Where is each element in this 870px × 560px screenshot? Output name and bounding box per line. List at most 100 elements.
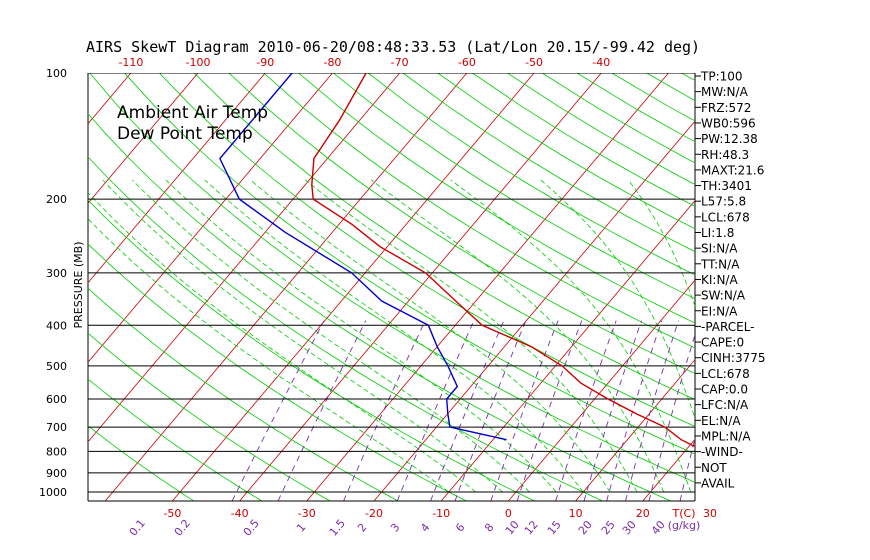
mixing-ratio-tick-label: 15 — [545, 518, 564, 537]
bottom-temp-tick-label: 30 — [703, 507, 717, 520]
isobar-lines — [88, 73, 695, 493]
top-temp-tick-label: -80 — [323, 56, 341, 69]
mixing-ratio-tick-label: 20 — [576, 518, 595, 537]
isotherm-line — [239, 73, 602, 501]
pressure-tick-label: 200 — [46, 193, 67, 206]
mixing-ratio-tick-label: 2 — [355, 521, 369, 535]
mixing-ratio-tick-label: 40 — [649, 518, 668, 537]
sidebar-index: TH:3401 — [700, 179, 752, 193]
sidebar-index: CINH:3775 — [701, 351, 766, 365]
moist-adiabat-line — [204, 179, 584, 493]
mixing-ratio-unit-label: (g/kg) — [668, 519, 701, 532]
mixing-ratio-line — [758, 321, 796, 501]
mixing-ratio-line — [277, 320, 367, 501]
isotherm-line — [306, 73, 669, 501]
top-temp-tick-label: -90 — [256, 56, 274, 69]
moist-adiabat-line — [88, 218, 450, 493]
sidebar-index: LCL:678 — [701, 367, 750, 381]
pressure-tick-label: 600 — [46, 393, 67, 406]
mixing-ratio-tick-label: 1.5 — [327, 517, 348, 539]
moist-adiabat-line — [540, 179, 695, 420]
mixing-ratio-line — [606, 320, 663, 501]
moist-adiabat-line — [305, 179, 638, 493]
mixing-ratio-tick-label: 10 — [503, 518, 522, 537]
bottom-temp-tick-label: 10 — [569, 507, 583, 520]
mixing-ratio-line — [396, 320, 475, 501]
bottom-temp-tick-label: -30 — [298, 507, 316, 520]
sounding-profiles — [219, 73, 695, 448]
isotherm-line — [171, 73, 535, 501]
isotherm-lines — [88, 63, 870, 532]
sidebar-index: MAXT:21.6 — [701, 163, 764, 177]
sidebar-index: LCL:678 — [701, 210, 750, 224]
dry-adiabat-line — [437, 73, 695, 230]
moist-adiabat-line — [165, 179, 557, 493]
sidebar-index: MPL:N/A — [701, 429, 751, 443]
mixing-ratio-tick-label: 12 — [522, 518, 541, 537]
dry-adiabat-line — [88, 425, 195, 501]
sidebar-index: TP:100 — [700, 70, 743, 84]
isotherm-line — [642, 438, 695, 501]
mixing-ratio-line — [648, 333, 695, 501]
mixing-ratio-line — [625, 320, 679, 501]
mixing-ratio-line — [490, 320, 559, 501]
isotherm-line — [88, 73, 333, 363]
y-axis-label: PRESSURE (MB) — [72, 242, 85, 329]
sidebar-index: FRZ:572 — [701, 101, 751, 115]
dry-adiabat-line — [402, 73, 695, 253]
isotherm-line — [440, 200, 695, 501]
sidebar-index: RH:48.3 — [701, 148, 749, 162]
dry-adiabat-line — [159, 73, 695, 427]
isotherm-line — [88, 73, 266, 284]
moist-adiabat-line — [450, 179, 692, 493]
sidebar-index: NOT — [701, 461, 727, 475]
chart-title: AIRS SkewT Diagram 2010-06-20/08:48:33.5… — [86, 38, 700, 56]
sidebar-index: KI:N/A — [701, 273, 738, 287]
sidebar-index: CAP:0.0 — [701, 383, 748, 397]
mixing-ratio-line — [343, 320, 426, 501]
sidebar-index: TT:N/A — [700, 257, 740, 271]
mixing-ratio-line — [516, 320, 583, 501]
legend-air-temp: Ambient Air Temp — [117, 103, 268, 123]
mixing-ratio-tick-label: 1 — [294, 521, 308, 535]
bottom-temp-axis-label: T(C) — [672, 507, 696, 520]
top-temperature-ticks: -110 -100 -90 -80 -70 -60 -50 -40 — [118, 56, 610, 69]
moist-adiabat-line — [371, 179, 665, 493]
top-temp-tick-label: -40 — [592, 56, 610, 69]
pressure-tick-label: 500 — [46, 360, 67, 373]
mixing-ratio-tick-label: 30 — [620, 518, 639, 537]
isotherm-line — [575, 359, 695, 501]
dew-point-profile — [219, 73, 507, 441]
mixing-ratio-line — [231, 320, 325, 501]
moist-adiabat-line — [627, 179, 695, 308]
mixing-ratio-line — [583, 320, 642, 501]
mixing-ratio-line — [555, 320, 617, 501]
pressure-tick-label: 100 — [46, 67, 67, 80]
top-temp-tick-label: -60 — [458, 56, 476, 69]
top-temp-tick-label: -100 — [186, 56, 211, 69]
top-temp-tick-label: -110 — [118, 56, 143, 69]
moist-adiabat-line — [250, 179, 611, 493]
sidebar-index: L57:5.8 — [701, 195, 746, 209]
sidebar-index: SI:N/A — [701, 242, 738, 256]
mixing-ratio-tick-label: 0.1 — [127, 517, 148, 539]
moist-adiabat-line — [102, 179, 503, 493]
plot-area — [88, 63, 870, 532]
mixing-ratio-tick-label: 0.5 — [241, 517, 262, 539]
sidebar-index: LFC:N/A — [701, 398, 749, 412]
pressure-tick-label: 700 — [46, 421, 67, 434]
pressure-tick-label: 300 — [46, 267, 67, 280]
moist-adiabat-lines — [88, 179, 695, 493]
sidebar-index: SW:N/A — [701, 289, 746, 303]
bottom-temp-tick-label: 20 — [636, 507, 650, 520]
mixing-ratio-ticks: 0.1 0.2 0.5 1 1.5 2 3 4 6 8 10 12 15 20 25 30 40 (g/kg) — [127, 517, 701, 539]
isotherm-line — [507, 279, 695, 501]
dry-adiabat-line — [367, 73, 695, 276]
isotherm-line — [751, 63, 870, 532]
dry-adiabat-line — [298, 73, 695, 324]
pressure-axis: 100 200 300 400 500 600 700 800 900 1000 — [39, 67, 696, 501]
moist-adiabat-line — [132, 179, 530, 493]
bottom-temp-tick-label: -20 — [365, 507, 383, 520]
